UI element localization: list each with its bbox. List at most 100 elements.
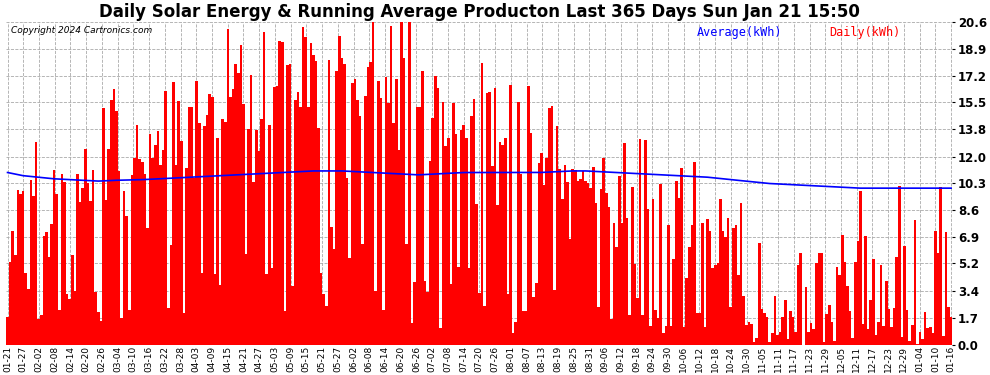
Bar (773, 296, 776, 345)
Bar (706, 219, 709, 345)
Bar (27, 289, 30, 345)
Bar (935, 231, 937, 345)
Bar (608, 207, 610, 345)
Bar (848, 311, 851, 345)
Bar (219, 285, 222, 345)
Bar (634, 264, 637, 345)
Bar (864, 236, 867, 345)
Bar (351, 83, 353, 345)
Bar (882, 326, 885, 345)
Bar (164, 91, 167, 345)
Bar (358, 116, 361, 345)
Bar (268, 124, 270, 345)
Bar (411, 323, 413, 345)
Bar (714, 265, 717, 345)
Bar (693, 162, 696, 345)
Bar (17, 190, 19, 345)
Bar (486, 93, 488, 345)
Bar (209, 94, 211, 345)
Bar (901, 337, 903, 345)
Title: Daily Solar Energy & Running Average Producton Last 365 Days Sun Jan 21 15:50: Daily Solar Energy & Running Average Pro… (99, 3, 859, 21)
Bar (286, 64, 289, 345)
Bar (867, 329, 869, 345)
Bar (273, 87, 276, 345)
Bar (582, 171, 584, 345)
Bar (766, 317, 768, 345)
Bar (854, 262, 856, 345)
Bar (922, 339, 924, 345)
Bar (154, 145, 156, 345)
Bar (312, 56, 315, 345)
Bar (771, 333, 773, 345)
Bar (909, 341, 911, 345)
Bar (914, 220, 916, 345)
Bar (818, 254, 820, 345)
Bar (128, 310, 131, 345)
Bar (398, 150, 400, 345)
Bar (929, 327, 932, 345)
Bar (136, 125, 139, 345)
Bar (107, 150, 110, 345)
Bar (121, 318, 123, 345)
Bar (22, 191, 25, 345)
Bar (465, 138, 467, 345)
Bar (260, 119, 263, 345)
Bar (366, 67, 369, 345)
Bar (677, 198, 680, 345)
Bar (392, 123, 395, 345)
Bar (424, 281, 426, 345)
Bar (333, 249, 336, 345)
Bar (794, 332, 797, 345)
Bar (307, 107, 310, 345)
Bar (758, 243, 760, 345)
Bar (185, 168, 188, 345)
Bar (877, 322, 880, 345)
Bar (823, 342, 826, 345)
Bar (719, 200, 722, 345)
Bar (84, 149, 86, 345)
Bar (243, 104, 245, 345)
Bar (543, 184, 545, 345)
Bar (227, 29, 229, 345)
Bar (338, 36, 341, 345)
Bar (265, 274, 268, 345)
Bar (66, 294, 68, 345)
Bar (712, 268, 714, 345)
Bar (110, 100, 113, 345)
Bar (584, 182, 587, 345)
Bar (750, 324, 752, 345)
Bar (597, 307, 600, 345)
Bar (880, 265, 882, 345)
Bar (454, 134, 457, 345)
Bar (621, 223, 623, 345)
Bar (100, 321, 102, 345)
Bar (462, 125, 465, 345)
Bar (885, 281, 888, 345)
Bar (255, 130, 257, 345)
Bar (496, 205, 499, 345)
Bar (738, 274, 740, 345)
Bar (760, 309, 763, 345)
Bar (118, 171, 121, 345)
Bar (201, 273, 203, 345)
Bar (440, 328, 442, 345)
Bar (73, 291, 76, 345)
Bar (730, 307, 732, 345)
Bar (14, 255, 17, 345)
Bar (637, 298, 639, 345)
Bar (6, 317, 9, 345)
Bar (709, 231, 712, 345)
Bar (587, 183, 589, 345)
Bar (841, 235, 843, 345)
Bar (48, 257, 50, 345)
Bar (446, 138, 449, 345)
Bar (662, 333, 664, 345)
Bar (550, 106, 553, 345)
Bar (701, 223, 704, 345)
Bar (346, 178, 348, 345)
Bar (426, 292, 429, 345)
Bar (576, 181, 579, 345)
Bar (159, 165, 161, 345)
Bar (589, 188, 592, 345)
Bar (385, 77, 387, 345)
